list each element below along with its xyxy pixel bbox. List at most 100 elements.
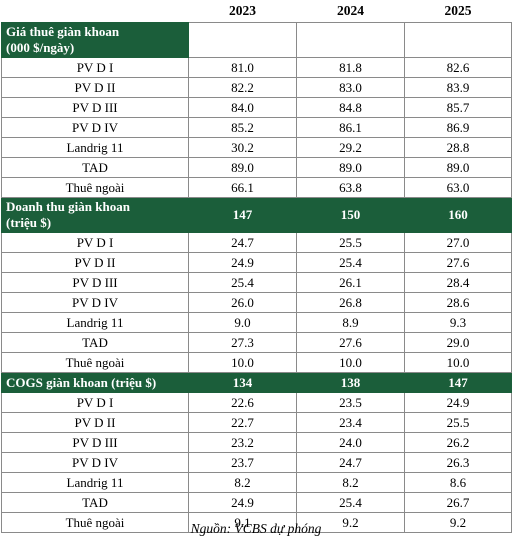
table-row: PV D IV 85.2 86.1 86.9	[1, 117, 512, 138]
header-year: 2024	[337, 3, 364, 18]
table-cell: 84.8	[296, 97, 405, 118]
table-row: PV D II 82.2 83.0 83.9	[1, 77, 512, 98]
table-cell: 27.6	[404, 252, 512, 273]
table-cell: 9.3	[404, 312, 512, 333]
table-cell: 83.9	[404, 77, 512, 98]
table-cell: 23.4	[296, 412, 405, 433]
row-label: PV D III	[1, 97, 189, 118]
table-cell: 22.6	[188, 392, 297, 413]
table-cell: 26.8	[296, 292, 405, 313]
table-cell: 63.8	[296, 177, 405, 198]
table-cell: 89.0	[404, 157, 512, 178]
table-cell: 26.2	[404, 432, 512, 453]
section-title: COGS giàn khoan (triệu $)	[1, 372, 189, 393]
table-cell: 82.2	[188, 77, 297, 98]
table-cell: 27.0	[404, 232, 512, 253]
table-row: TAD 27.3 27.6 29.0	[1, 332, 512, 353]
row-label: PV D II	[1, 412, 189, 433]
table-cell: 63.0	[404, 177, 512, 198]
table-cell: 27.3	[188, 332, 297, 353]
row-label: PV D I	[1, 57, 189, 78]
table-cell: 23.7	[188, 452, 297, 473]
table-row: PV D I 24.7 25.5 27.0	[1, 232, 512, 253]
table-cell: 23.2	[188, 432, 297, 453]
row-label: TAD	[1, 332, 189, 353]
table-cell: 29.2	[296, 137, 405, 158]
row-label: PV D IV	[1, 117, 189, 138]
table-cell: 25.4	[296, 492, 405, 513]
table-row: Thuê ngoài 10.0 10.0 10.0	[1, 352, 512, 373]
header-year: 2025	[444, 3, 472, 18]
table-cell: 86.1	[296, 117, 405, 138]
section-title-line: COGS giàn khoan (triệu $)	[6, 374, 157, 390]
row-label: PV D III	[1, 432, 189, 453]
table-cell: 86.9	[404, 117, 512, 138]
table-cell: 81.0	[188, 57, 297, 78]
table-cell: 24.9	[188, 252, 297, 273]
section-title-line: Doanh thu giàn khoan	[6, 199, 130, 214]
table-cell: 89.0	[296, 157, 405, 178]
table-cell: 89.0	[188, 157, 297, 178]
table-cell: 26.7	[404, 492, 512, 513]
table-cell: 26.3	[404, 452, 512, 473]
section-title-line: (000 $/ngày)	[6, 40, 75, 55]
row-label: PV D I	[1, 232, 189, 253]
header-blank	[2, 0, 189, 23]
table-cell: 10.0	[188, 352, 297, 373]
table-row: Landrig 11 8.2 8.2 8.6	[1, 472, 512, 493]
section-total: 150	[296, 197, 405, 233]
section-total	[404, 22, 512, 58]
section-title: Doanh thu giàn khoan (triệu $)	[1, 197, 189, 233]
row-label: Thuê ngoài	[1, 177, 189, 198]
row-label: PV D I	[1, 392, 189, 413]
section-header-row: COGS giàn khoan (triệu $) 134 138 147	[1, 372, 512, 393]
header-row: 2023 2024 2025	[2, 0, 512, 23]
rig-forecast-table: 2023 2024 2025 Giá thuê giàn khoan (000 $…	[1, 0, 512, 533]
table-cell: 84.0	[188, 97, 297, 118]
row-label: PV D III	[1, 272, 189, 293]
section-title: Giá thuê giàn khoan (000 $/ngày)	[1, 22, 189, 58]
row-label: Thuê ngoài	[1, 512, 189, 533]
table-cell: 66.1	[188, 177, 297, 198]
table-cell: 8.9	[296, 312, 405, 333]
table-cell: 8.6	[404, 472, 512, 493]
table-cell: 30.2	[188, 137, 297, 158]
table-row: PV D IV 26.0 26.8 28.6	[1, 292, 512, 313]
table-cell: 25.5	[404, 412, 512, 433]
table-cell: 9.2	[404, 512, 512, 533]
table-cell: 22.7	[188, 412, 297, 433]
row-label: TAD	[1, 492, 189, 513]
table-row: PV D IV 23.7 24.7 26.3	[1, 452, 512, 473]
table-cell: 28.8	[404, 137, 512, 158]
table-cell: 24.9	[404, 392, 512, 413]
table-cell: 9.0	[188, 312, 297, 333]
table-row: PV D I 22.6 23.5 24.9	[1, 392, 512, 413]
table-cell: 24.9	[188, 492, 297, 513]
section-total	[296, 22, 405, 58]
table-row: Thuê ngoài 66.1 63.8 63.0	[1, 177, 512, 198]
table-row: PV D I 81.0 81.8 82.6	[1, 57, 512, 78]
row-label: Landrig 11	[1, 472, 189, 493]
section-total: 147	[404, 372, 512, 393]
table-cell: 25.5	[296, 232, 405, 253]
header-year: 2023	[229, 3, 256, 18]
row-label: PV D IV	[1, 292, 189, 313]
table-row: PV D III 84.0 84.8 85.7	[1, 97, 512, 118]
section-title-line: (triệu $)	[6, 215, 52, 230]
table-cell: 24.0	[296, 432, 405, 453]
section-total: 134	[188, 372, 297, 393]
table-cell: 83.0	[296, 77, 405, 98]
table-cell: 8.2	[188, 472, 297, 493]
table-row: TAD 24.9 25.4 26.7	[1, 492, 512, 513]
section-header-row: Giá thuê giàn khoan (000 $/ngày)	[1, 22, 512, 58]
section-total	[188, 22, 297, 58]
table-row: Thuê ngoài 9.1 9.2 9.2	[1, 512, 512, 533]
table-cell: 29.0	[404, 332, 512, 353]
table-cell: 26.1	[296, 272, 405, 293]
table-cell: 28.4	[404, 272, 512, 293]
table-row: PV D III 23.2 24.0 26.2	[1, 432, 512, 453]
table-cell: 85.2	[188, 117, 297, 138]
row-label: Thuê ngoài	[1, 352, 189, 373]
section-header-row: Doanh thu giàn khoan (triệu $) 147 150 160	[1, 197, 512, 233]
row-label: PV D II	[1, 77, 189, 98]
